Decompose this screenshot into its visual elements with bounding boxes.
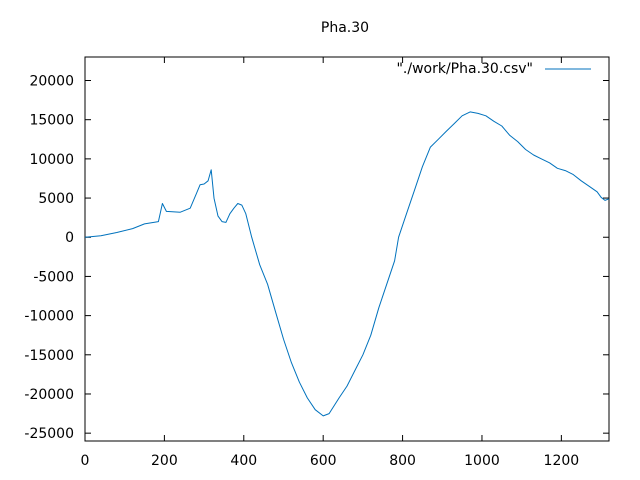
y-tick-label: -5000 <box>33 269 74 285</box>
x-tick-label: 400 <box>230 453 257 469</box>
y-tick-label: 15000 <box>29 113 74 129</box>
x-tick-label: 0 <box>81 453 90 469</box>
y-tick-label: -25000 <box>24 426 74 442</box>
y-tick-label: -15000 <box>24 348 74 364</box>
y-tick-label: 10000 <box>29 152 74 168</box>
y-axis: -25000 -20000 -15000 -10000 -5000 0 5000 10000 1… <box>24 74 609 442</box>
y-tick-label: 0 <box>65 230 74 246</box>
x-tick-label: 1200 <box>544 453 580 469</box>
legend: "./work/Pha.30.csv" <box>396 61 591 77</box>
x-tick-label: 800 <box>389 453 416 469</box>
series-line <box>84 111 610 417</box>
x-tick-label: 200 <box>151 453 178 469</box>
x-tick-label: 1000 <box>464 453 500 469</box>
x-axis: 0 200 400 600 800 1000 1200 <box>81 57 580 469</box>
y-tick-label: 5000 <box>38 191 74 207</box>
y-tick-label: 20000 <box>29 74 74 90</box>
chart-title: Pha.30 <box>321 20 369 36</box>
y-tick-label: -10000 <box>24 309 74 325</box>
x-tick-label: 600 <box>310 453 337 469</box>
plot-frame <box>84 56 610 442</box>
legend-label: "./work/Pha.30.csv" <box>396 61 533 77</box>
series-layer <box>84 111 610 417</box>
y-tick-label: -20000 <box>24 387 74 403</box>
